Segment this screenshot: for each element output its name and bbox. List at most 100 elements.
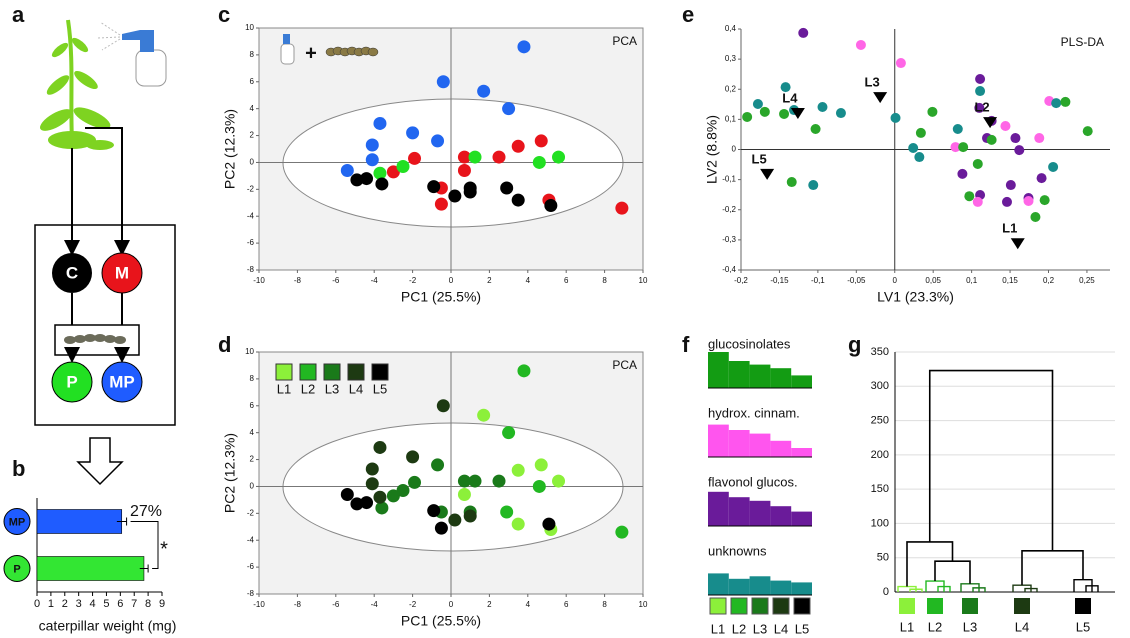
point [759,106,770,117]
point [780,82,791,93]
x-tick-label: 0 [34,598,40,610]
point [340,488,354,502]
legend-swatch [347,363,365,381]
x-axis-label: LV1 (23.3%) [877,289,954,305]
x-tick-label: 3 [76,598,82,610]
point [1039,195,1050,206]
point [552,474,566,488]
panel-label: f [682,332,690,357]
x-tick-label: -10 [253,276,265,285]
leaf-label: L2 [928,619,942,634]
panel-label: d [218,332,231,357]
panel-label: b [12,456,25,481]
point [808,180,819,191]
point [406,126,420,140]
point [396,483,410,497]
x-tick-label: 4 [526,600,531,609]
point [448,513,462,527]
x-tick-label: 0 [893,276,898,285]
legend-label: L5 [795,621,809,636]
group-centroid [983,117,998,129]
point [431,134,445,148]
bar [708,491,729,526]
dendrogram-link [906,541,954,587]
leaf-cluster [925,580,951,592]
legend-label: L1 [277,381,291,396]
point [431,458,445,472]
point [958,142,969,153]
legend-swatch [751,597,769,615]
point [463,509,477,523]
point [975,86,986,97]
panel-label: a [12,2,25,27]
point [502,426,516,440]
point [1000,121,1011,132]
x-tick-label: -4 [371,276,379,285]
error-bar [139,564,149,573]
legend-swatch [730,597,748,615]
legend-label: L2 [732,621,746,636]
y-axis-label: PC2 (12.3%) [222,433,238,513]
point [436,75,450,89]
group-centroid [1010,238,1025,250]
leaf-label: L5 [1076,619,1090,634]
y-tick-label: 200 [871,449,889,461]
point [463,185,477,199]
category-label: MP [9,516,26,528]
x-tick-label: 8 [602,600,607,609]
point [972,158,983,169]
x-tick-label: 0,05 [925,276,941,285]
y-tick-label: 4 [250,104,255,113]
y-tick-label: 10 [245,347,254,356]
annotation: 27% [130,503,162,520]
point [835,108,846,119]
point [1005,180,1016,191]
x-tick-label: 0,15 [1002,276,1018,285]
y-tick-label: -4 [247,535,255,544]
point [373,166,387,180]
bar [728,361,750,388]
point [534,458,548,472]
point [477,84,491,98]
dendrogram-link [934,560,971,584]
x-tick-label: 7 [131,598,137,610]
bar [36,556,145,581]
series-title: unknowns [708,543,767,558]
point [974,102,985,113]
point [406,450,420,464]
legend-label: L3 [325,381,339,396]
bar [728,578,750,595]
bar [770,506,792,526]
point [511,517,525,531]
point [895,58,906,69]
point [1034,133,1045,144]
x-tick-label: 1 [48,598,54,610]
point [511,139,525,153]
point [375,501,389,515]
point [914,152,925,163]
x-tick-label: -4 [371,600,379,609]
point [457,488,471,502]
y-tick-label: 10 [245,23,254,32]
bar [708,352,729,388]
legend-swatch [793,597,811,615]
leaf-swatch [899,598,915,614]
group-centroid [760,168,775,180]
x-tick-label: 2 [487,276,492,285]
x-tick-label: 10 [639,276,648,285]
bar [728,430,750,457]
point [1010,133,1021,144]
legend-label: L3 [753,621,767,636]
point [386,165,400,179]
leaf-cluster [1012,584,1038,592]
x-tick-label: 0 [449,600,454,609]
point [950,142,961,153]
treatment-icon [280,34,379,65]
significance-bracket [130,521,159,569]
point [532,479,546,493]
point [855,39,866,50]
point [1014,145,1025,156]
leaf-swatch [927,598,943,614]
x-tick-label: -0,15 [770,276,789,285]
x-tick-label: 4 [89,598,95,610]
